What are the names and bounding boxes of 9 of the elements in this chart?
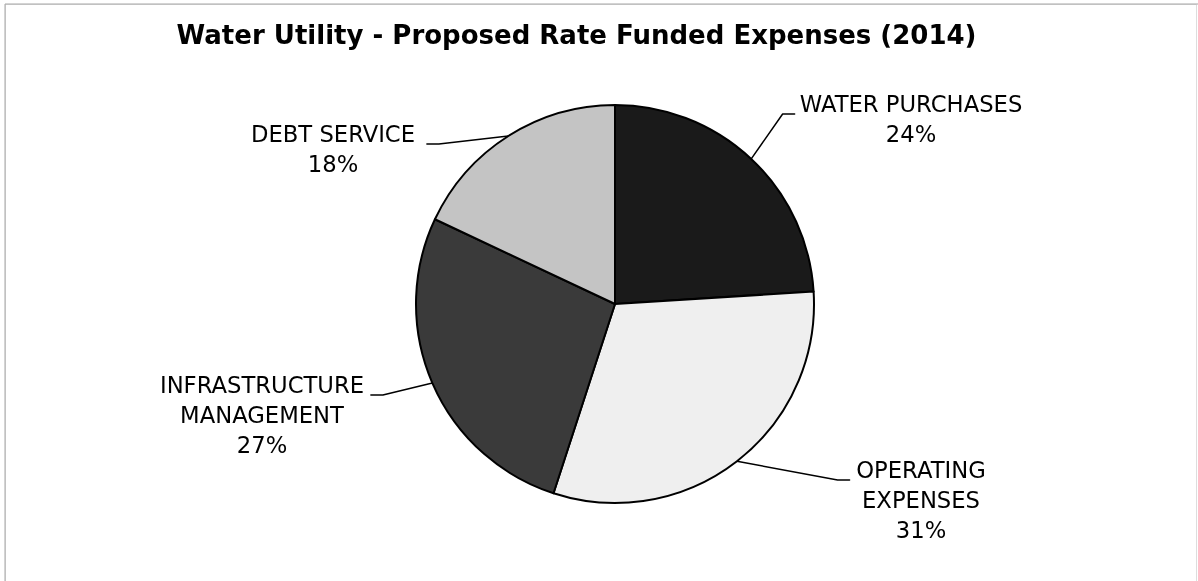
data-label: 31% xyxy=(895,517,947,543)
data-label: 27% xyxy=(236,432,288,458)
data-label: 18% xyxy=(307,151,359,177)
slice-label: WATER PURCHASES xyxy=(799,91,1023,117)
slice-label: OPERATING EXPENSES xyxy=(856,457,986,513)
slice-label: DEBT SERVICE xyxy=(250,121,416,147)
slice-label: INFRASTRUCTURE MANAGEMENT xyxy=(159,372,365,428)
data-label: 24% xyxy=(885,121,937,147)
chart-title: Water Utility - Proposed Rate Funded Expenses (2014) xyxy=(176,19,977,50)
